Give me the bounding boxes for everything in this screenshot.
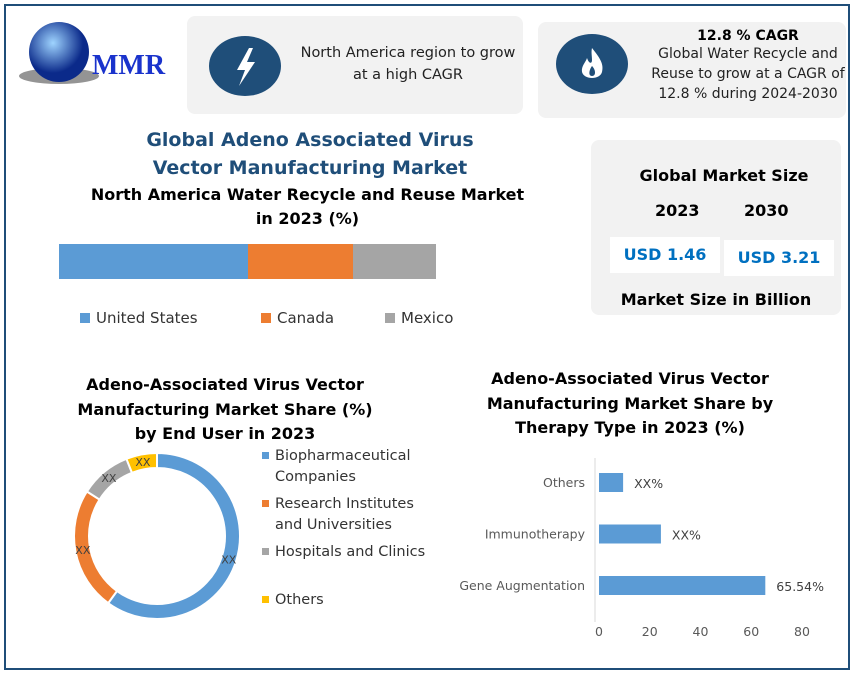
category-label: Others xyxy=(543,475,585,490)
chart1-title: North America Water Recycle and Reuse Ma… xyxy=(90,185,525,228)
chart2-title: Adeno-Associated Virus Vector Manufactur… xyxy=(77,375,373,443)
market-size-title: Global Market Size xyxy=(639,166,809,185)
donut-slice xyxy=(125,451,158,475)
stacked-segment-mexico xyxy=(353,244,436,279)
lightning-icon xyxy=(209,36,281,96)
year-2023: 2023 xyxy=(655,201,700,220)
legend-swatch xyxy=(261,313,271,323)
donut-label: XX xyxy=(135,456,151,469)
category-label: Gene Augmentation xyxy=(459,578,585,593)
globe-icon xyxy=(19,22,99,84)
logo: MMR xyxy=(14,14,174,94)
highlight-card-region: North America region to grow at a high C… xyxy=(187,16,523,114)
therapy-bar-chart: Others XX% Immunotherapy XX% Gene Augmentati… xyxy=(459,458,824,639)
x-tick-label: 20 xyxy=(642,624,658,639)
legend-item: Mexico xyxy=(385,309,453,327)
donut-label: XX xyxy=(101,472,117,485)
legend-swatch xyxy=(385,313,395,323)
legend-label: Hospitals and Clinics xyxy=(275,544,426,560)
legend-swatch xyxy=(262,500,269,507)
legend-label: Biopharmaceutical Companies xyxy=(275,448,411,485)
legend-swatch xyxy=(262,548,269,555)
value-2023: USD 1.46 xyxy=(610,237,720,273)
bar xyxy=(599,473,624,492)
stacked-segment-canada xyxy=(247,244,354,279)
chart3-title: Adeno-Associated Virus Vector Manufactur… xyxy=(486,369,774,437)
legend-label: Research Institutes and Universities xyxy=(275,496,414,533)
legend-item: United States xyxy=(80,309,198,327)
data-label: XX% xyxy=(634,476,663,491)
logo-text: MMR xyxy=(92,50,166,81)
category-label: Immunotherapy xyxy=(485,527,586,542)
flame-icon xyxy=(556,34,628,94)
legend-swatch xyxy=(262,452,269,459)
year-2030: 2030 xyxy=(744,201,789,220)
donut-label: XX xyxy=(221,553,237,566)
legend-item: Hospitals and Clinics xyxy=(262,542,425,563)
x-tick-label: 0 xyxy=(595,624,603,639)
legend-swatch xyxy=(80,313,90,323)
legend-label: Canada xyxy=(277,309,335,327)
market-size-card: Global Market Size 2023 2030 USD 1.46 US… xyxy=(591,140,841,315)
legend-label: United States xyxy=(96,309,198,327)
highlight-card-cagr: 12.8 % CAGR Global Water Recycle and Reu… xyxy=(538,22,846,118)
legend-swatch xyxy=(262,596,269,603)
donut-slice xyxy=(106,451,241,620)
main-title: Global Adeno Associated Virus Vector Man… xyxy=(146,129,474,179)
cagr-text: Global Water Recycle and Reuse to grow a… xyxy=(651,46,845,102)
bar xyxy=(599,524,661,544)
legend-label: Others xyxy=(275,592,324,608)
value-2030: USD 3.21 xyxy=(724,240,834,276)
data-label: 65.54% xyxy=(776,579,824,594)
x-tick-label: 40 xyxy=(693,624,709,639)
infographic-frame xyxy=(4,4,850,670)
legend-item: Research Institutes and Universities xyxy=(262,494,442,536)
data-label: XX% xyxy=(672,528,701,543)
donut-chart: XX XX XX XX xyxy=(73,451,241,620)
cagr-title: 12.8 % CAGR xyxy=(697,28,799,44)
market-size-footer: Market Size in Billion xyxy=(620,290,812,309)
stacked-bar xyxy=(59,244,436,279)
x-tick-label: 80 xyxy=(794,624,810,639)
legend-item: Canada xyxy=(261,309,334,327)
bar xyxy=(599,576,766,595)
legend-label: Mexico xyxy=(401,309,454,327)
x-tick-label: 60 xyxy=(743,624,759,639)
legend-item: Biopharmaceutical Companies xyxy=(262,446,442,488)
legend-item: Others xyxy=(262,590,324,611)
donut-label: XX xyxy=(75,544,91,557)
highlight-text: North America region to grow at a high C… xyxy=(300,45,516,83)
stacked-segment-united-states xyxy=(59,244,248,279)
